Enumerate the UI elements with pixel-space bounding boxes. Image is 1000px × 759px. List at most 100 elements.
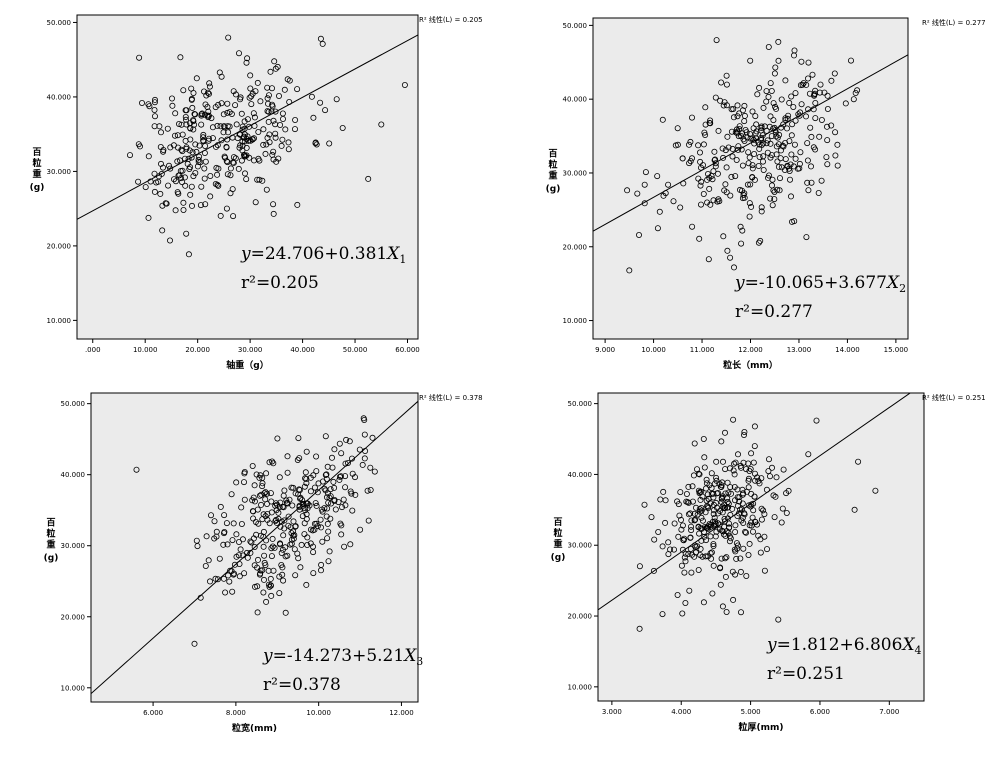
data-point	[662, 519, 669, 526]
data-point	[770, 117, 777, 124]
data-point	[276, 474, 283, 481]
data-point	[276, 573, 283, 580]
data-point	[340, 496, 347, 503]
data-point	[763, 98, 770, 105]
data-point	[255, 128, 262, 135]
data-point	[855, 458, 862, 465]
data-point	[266, 139, 273, 146]
data-point	[731, 483, 738, 490]
data-point	[773, 133, 780, 140]
data-point	[367, 464, 374, 471]
data-point	[193, 148, 200, 155]
data-point	[821, 89, 828, 96]
data-point	[724, 515, 731, 522]
data-point	[741, 194, 748, 201]
data-point	[269, 535, 276, 542]
regression-equation: y=1.812+6.806X4	[766, 635, 922, 657]
data-point	[714, 170, 721, 177]
data-point	[710, 543, 717, 550]
data-point	[824, 161, 831, 168]
data-point	[746, 213, 753, 220]
data-point	[662, 497, 669, 504]
data-point	[767, 473, 774, 480]
data-point	[272, 65, 279, 72]
data-point	[718, 482, 725, 489]
data-point	[279, 571, 286, 578]
data-point	[756, 480, 763, 487]
data-point	[776, 131, 783, 138]
x-tick-label: 5.000	[741, 708, 761, 716]
data-point	[249, 462, 256, 469]
data-point	[268, 108, 275, 115]
data-point	[746, 467, 753, 474]
data-point	[736, 498, 743, 505]
data-point	[220, 530, 227, 537]
data-point	[182, 114, 189, 121]
data-point	[811, 90, 818, 97]
data-point	[218, 100, 225, 107]
data-point	[755, 239, 762, 246]
data-point	[788, 132, 795, 139]
data-point	[251, 544, 258, 551]
data-point	[232, 102, 239, 109]
data-point	[777, 175, 784, 182]
data-point	[361, 416, 368, 423]
data-point	[281, 525, 288, 532]
data-point	[769, 182, 776, 189]
data-point	[145, 214, 152, 221]
data-point	[239, 147, 246, 154]
data-point	[749, 135, 756, 142]
data-point	[266, 459, 273, 466]
data-point	[205, 108, 212, 115]
data-point	[288, 540, 295, 547]
data-point	[691, 440, 698, 447]
data-point	[238, 521, 245, 528]
data-point	[755, 162, 762, 169]
data-point	[731, 546, 738, 553]
data-point	[707, 523, 714, 530]
data-point	[672, 142, 679, 149]
data-point	[758, 204, 765, 211]
data-point	[288, 484, 295, 491]
data-point	[773, 151, 780, 158]
data-point	[317, 99, 324, 106]
data-point	[739, 486, 746, 493]
data-point	[220, 541, 227, 548]
x-tick-label: 10.000	[133, 346, 158, 354]
data-point	[738, 146, 745, 153]
data-point	[671, 546, 678, 553]
data-point	[349, 507, 356, 514]
data-point	[731, 264, 738, 271]
data-point	[324, 520, 331, 527]
data-point	[752, 113, 759, 120]
data-point	[151, 107, 158, 114]
plot-area	[592, 17, 909, 340]
data-point	[182, 107, 189, 114]
data-point	[336, 476, 343, 483]
data-point	[721, 99, 728, 106]
data-point	[271, 544, 278, 551]
data-point	[240, 552, 247, 559]
data-point	[747, 135, 754, 142]
data-point	[728, 128, 735, 135]
data-point	[758, 516, 765, 523]
data-point	[196, 142, 203, 149]
data-point	[259, 567, 266, 574]
data-point	[665, 181, 672, 188]
data-point	[735, 510, 742, 517]
data-point	[220, 575, 227, 582]
data-point	[236, 131, 243, 138]
data-point	[744, 181, 751, 188]
data-point	[243, 176, 250, 183]
data-point	[267, 575, 274, 582]
data-point	[326, 140, 333, 147]
data-point	[707, 533, 714, 540]
data-point	[706, 185, 713, 192]
data-point	[732, 173, 739, 180]
data-point	[697, 496, 704, 503]
data-point	[634, 190, 641, 197]
data-point	[748, 203, 755, 210]
data-point	[697, 182, 704, 189]
data-point	[280, 532, 287, 539]
data-point	[804, 140, 811, 147]
